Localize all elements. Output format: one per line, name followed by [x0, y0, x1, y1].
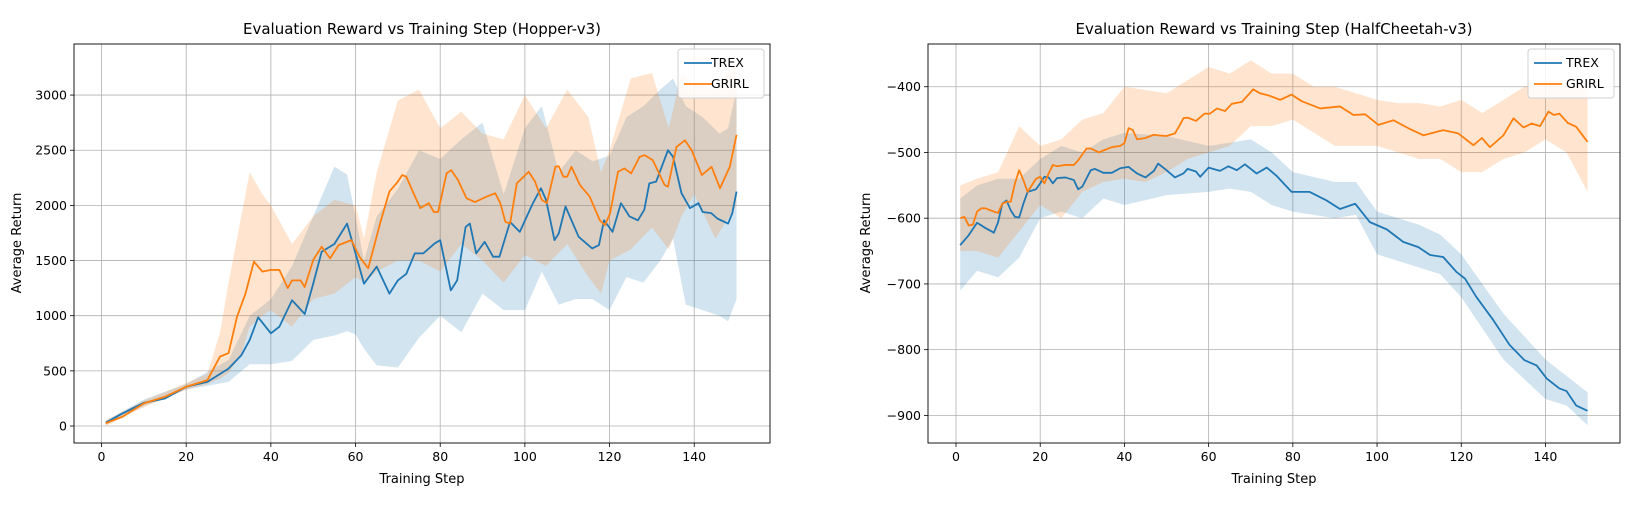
y-tick-label: −400 — [887, 79, 921, 94]
y-tick-label: 500 — [43, 363, 67, 378]
legend-label-grirl: GRIRL — [1566, 76, 1604, 91]
hopper-chart: 0 20 40 60 80 100 120 140 0 500 1000 1500 2000 2500 30… — [10, 20, 771, 487]
y-tick-label: 3000 — [35, 88, 67, 103]
legend-label-trex: TREX — [710, 55, 744, 70]
y-tick-label: −700 — [887, 276, 921, 291]
x-axis-label: Training Step — [1230, 472, 1316, 487]
chart-title: Evaluation Reward vs Training Step (Half… — [1076, 20, 1473, 38]
y-axis-label: Average Return — [859, 193, 874, 294]
axes-frame — [927, 43, 1621, 444]
y-tick-label: −800 — [887, 342, 921, 357]
series-line-trex — [105, 149, 738, 424]
x-tick-label: 120 — [1449, 449, 1473, 464]
legend-box — [677, 48, 765, 99]
legend-box — [1527, 48, 1615, 99]
y-tick-label: −900 — [887, 408, 921, 423]
plot-area: 0 20 40 60 80 100 120 140 −900 −800 −700 −600 −500 −4… — [887, 43, 1621, 464]
x-tick-label: 40 — [1116, 449, 1132, 464]
axes-frame — [73, 43, 771, 444]
x-tick-label: 120 — [598, 449, 622, 464]
y-tick-label: −600 — [887, 211, 921, 226]
plot-area: 0 20 40 60 80 100 120 140 0 500 1000 1500 2000 2500 30… — [35, 43, 771, 464]
confidence-band-trex — [960, 132, 1588, 426]
confidence-band-grirl — [105, 61, 737, 427]
legend-label-grirl: GRIRL — [711, 76, 749, 91]
chart-title: Evaluation Reward vs Training Step (Hopp… — [243, 20, 601, 38]
y-axis-label: Average Return — [10, 193, 25, 294]
x-tick-label: 60 — [1201, 449, 1217, 464]
y-tick-label: 2000 — [35, 198, 67, 213]
x-tick-label: 80 — [1285, 449, 1301, 464]
x-tick-label: 0 — [98, 449, 106, 464]
series-line-grirl — [959, 88, 1589, 227]
series-line-grirl — [105, 134, 738, 425]
legend-label-trex: TREX — [1565, 55, 1599, 70]
x-tick-label: 20 — [178, 449, 194, 464]
x-tick-label: 40 — [263, 449, 279, 464]
x-tick-label: 140 — [1534, 449, 1558, 464]
x-tick-label: 20 — [1032, 449, 1048, 464]
x-tick-label: 140 — [682, 449, 706, 464]
x-tick-label: 60 — [348, 449, 364, 464]
x-axis-label: Training Step — [378, 472, 464, 487]
series-line-trex — [959, 162, 1588, 412]
x-tick-label: 100 — [513, 449, 537, 464]
y-tick-label: 0 — [59, 419, 67, 434]
y-tick-label: 1500 — [35, 253, 67, 268]
halfcheetah-chart: 0 20 40 60 80 100 120 140 −900 −800 −700 −600 −500 −4… — [859, 20, 1621, 487]
confidence-band-grirl — [960, 60, 1588, 258]
x-tick-label: 100 — [1365, 449, 1389, 464]
y-tick-label: 1000 — [35, 308, 67, 323]
x-tick-label: 80 — [432, 449, 448, 464]
y-tick-label: 2500 — [35, 143, 67, 158]
confidence-band-trex — [105, 78, 737, 425]
y-tick-label: −500 — [887, 145, 921, 160]
x-tick-label: 0 — [952, 449, 960, 464]
